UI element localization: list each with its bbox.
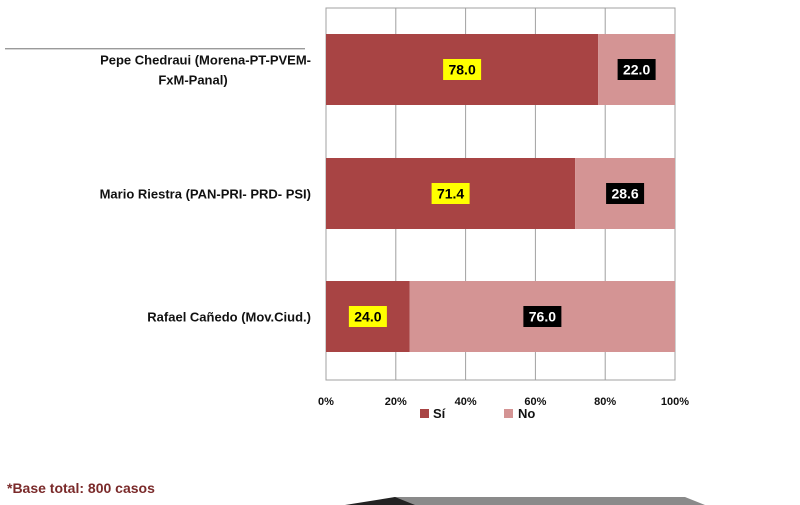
data-label-box (348, 306, 387, 327)
x-tick-label: 80% (594, 396, 616, 408)
x-tick-label: 100% (661, 396, 689, 408)
x-tick-label: 40% (455, 396, 477, 408)
decorative-line (5, 48, 305, 50)
bars: 78.0 22.0 71.4 28.6 24.0 76.0 (326, 34, 675, 352)
category-labels: Pepe Chedraui (Morena-PT-PVEM- FxM-Panal)… (100, 53, 311, 325)
footnote: *Base total: 800 casos (7, 480, 155, 496)
chart: 78.0 22.0 71.4 28.6 24.0 76.0 Pepe Chedraui (… (100, 7, 689, 421)
data-label-box (443, 59, 482, 80)
chart-svg: 78.0 22.0 71.4 28.6 24.0 76.0 Pepe Chedraui (… (100, 7, 689, 421)
data-label: 28.6 (611, 186, 638, 202)
decorative-shape (345, 497, 705, 505)
legend-label: No (518, 406, 535, 421)
x-axis-ticks: 0% 20% 40% 60% 80% 100% (318, 396, 689, 408)
legend: Sí No (420, 406, 535, 421)
legend-swatch (420, 409, 429, 418)
category-label: Rafael Cañedo (Mov.Ciud.) (147, 310, 311, 325)
data-label: 76.0 (529, 309, 556, 325)
legend-swatch (504, 409, 513, 418)
data-label-box (431, 183, 470, 204)
category-label: Mario Riestra (PAN-PRI- PRD- PSI) (100, 187, 311, 202)
data-label: 71.4 (437, 186, 464, 202)
data-label: 22.0 (623, 62, 650, 78)
x-tick-label: 20% (385, 396, 407, 408)
data-label-box (523, 306, 562, 327)
data-label-box (606, 183, 645, 204)
data-label: 24.0 (354, 309, 381, 325)
data-label: 78.0 (448, 62, 475, 78)
category-label: FxM-Panal) (158, 73, 227, 88)
category-label: Pepe Chedraui (Morena-PT-PVEM- (100, 53, 311, 68)
data-label-box (617, 59, 656, 80)
legend-label: Sí (433, 406, 446, 421)
x-tick-label: 60% (524, 396, 546, 408)
x-tick-label: 0% (318, 396, 334, 408)
